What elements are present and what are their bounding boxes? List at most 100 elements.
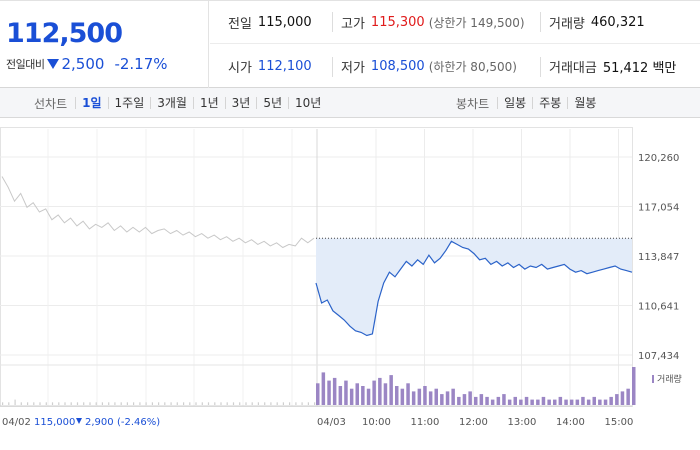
volume-bar-today [361, 386, 365, 405]
volume-bar-prev [195, 402, 197, 405]
volume-bar-prev [108, 402, 110, 405]
volume-legend: 거래량 [652, 373, 682, 385]
volume-bar-prev [20, 402, 22, 405]
x-tick-label: 15:00 [605, 417, 634, 428]
volume-bar-today [349, 388, 354, 405]
low-cell: 저가 108,500 (하한가 80,500) [332, 56, 517, 77]
change-percent: -2.17% [114, 55, 168, 73]
info-row-bottom: 시가 112,100 저가 108,500 (하한가 80,500) 거래대금 … [210, 45, 700, 88]
volume-bar-today [445, 391, 450, 405]
volume-bar-today [496, 396, 501, 405]
volume-bar-today [598, 399, 602, 405]
x-tick-label: 12:00 [459, 417, 488, 428]
today-line [315, 240, 633, 337]
x-tick-label: 14:00 [556, 417, 585, 428]
volume-bar-today [355, 383, 359, 405]
high-label: 고가 [341, 16, 365, 32]
volume-bar-prev [14, 399, 16, 405]
volume-bar-prev [33, 402, 35, 405]
change-value: 2,500 [61, 55, 105, 73]
volume-bar-prev [95, 402, 97, 405]
volume-bar-today [378, 377, 382, 405]
volume-bar-today [502, 394, 506, 405]
volume-bar-today [395, 386, 399, 405]
volume-bar-prev [251, 402, 253, 405]
volume-bar-today [389, 375, 393, 405]
volume-bar-prev [214, 402, 216, 405]
volume-bar-today [479, 394, 484, 405]
volume-bar-today [586, 399, 591, 405]
y-tick-label: 113,847 [638, 252, 679, 263]
tab-monthly[interactable]: 월봉 [567, 97, 602, 109]
volume-bar-today [338, 386, 343, 405]
volume-bar-today [569, 399, 574, 405]
volume-bar-today [451, 388, 455, 405]
tab-1y[interactable]: 1년 [192, 97, 225, 109]
volume-bar-today [468, 391, 472, 405]
volume-bar-today [592, 396, 596, 405]
y-tick-label: 107,434 [638, 351, 679, 362]
volume-bar-prev [133, 402, 135, 405]
tab-10y[interactable]: 10년 [288, 97, 327, 109]
volume-bar-prev [101, 402, 103, 405]
volume-bar-prev [226, 402, 228, 405]
volume-bar-today [581, 396, 585, 405]
y-tick-label: 120,260 [638, 153, 679, 164]
tab-5y[interactable]: 5년 [256, 97, 288, 109]
upper-limit: (상한가 149,500) [428, 15, 525, 30]
tab-3m[interactable]: 3개월 [150, 97, 193, 109]
volume-bar-prev [83, 402, 85, 405]
low-value: 108,500 [370, 59, 425, 74]
volume-label: 거래량 [549, 16, 585, 32]
volume-bar-today [530, 399, 534, 405]
volume-bar-today [366, 388, 371, 405]
volume-bar-today [327, 380, 331, 405]
prev-close-label: 전일 [228, 16, 252, 32]
volume-bar-today [553, 399, 557, 405]
candle-chart-label: 봉차트 [456, 96, 490, 111]
tab-daily[interactable]: 일봉 [497, 97, 532, 109]
volume-value: 460,321 [590, 14, 645, 30]
volume-bar-today [564, 399, 568, 405]
volume-bar-prev [151, 402, 153, 405]
tab-weekly[interactable]: 주봉 [532, 97, 567, 109]
volume-bar-today [474, 396, 478, 405]
amount-label: 거래대금 [549, 61, 597, 76]
volume-cell: 거래량 460,321 [540, 12, 645, 32]
tab-1d[interactable]: 1일 [75, 97, 107, 109]
quote-header: 112,500 전일대비 2,500 -2.17% 전일 115,000 고가 … [0, 0, 700, 88]
volume-bar-today [411, 391, 416, 405]
tab-1w[interactable]: 1주일 [107, 97, 151, 109]
y-tick-label: 110,641 [638, 301, 679, 312]
volume-bar-prev [114, 402, 116, 405]
volume-bar-today [615, 394, 619, 405]
down-arrow-icon [76, 418, 82, 424]
high-cell: 고가 115,300 (상한가 149,500) [332, 12, 525, 32]
volume-bars [2, 367, 636, 405]
volume-bar-today [524, 396, 529, 405]
volume-bar-today [440, 394, 444, 405]
volume-bar-prev [232, 402, 235, 405]
y-tick-label: 117,054 [638, 202, 679, 213]
volume-bar-today [462, 394, 467, 405]
low-label: 저가 [341, 61, 365, 76]
info-row-top: 전일 115,000 고가 115,300 (상한가 149,500) 거래량 … [210, 1, 700, 44]
volume-bar-today [400, 388, 405, 405]
prev-close-cell: 전일 115,000 [228, 12, 312, 32]
volume-bar-prev [282, 402, 284, 405]
volume-bar-prev [220, 402, 222, 405]
volume-bar-today [321, 372, 326, 405]
volume-bar-prev [183, 402, 185, 405]
tab-3y[interactable]: 3년 [224, 97, 257, 109]
volume-bar-today [632, 367, 636, 405]
x-tick-label: 10:00 [362, 417, 391, 428]
volume-bar-today [423, 386, 427, 405]
line-chart-label: 선차트 [34, 96, 68, 111]
volume-bar-prev [2, 402, 4, 405]
volume-bar-prev [257, 402, 259, 405]
prev-day-change-pct: (-2.46%) [117, 417, 160, 428]
intraday-chart[interactable]: 120,260 117,054 113,847 110,641 107,434 04/0… [0, 119, 700, 450]
line-chart-tabs: 선차트 1일 1주일 3개월 1년 3년 5년 10년 [34, 88, 327, 118]
volume-bar-prev [270, 402, 272, 405]
y-axis: 120,260 117,054 113,847 110,641 107,434 [638, 153, 679, 362]
